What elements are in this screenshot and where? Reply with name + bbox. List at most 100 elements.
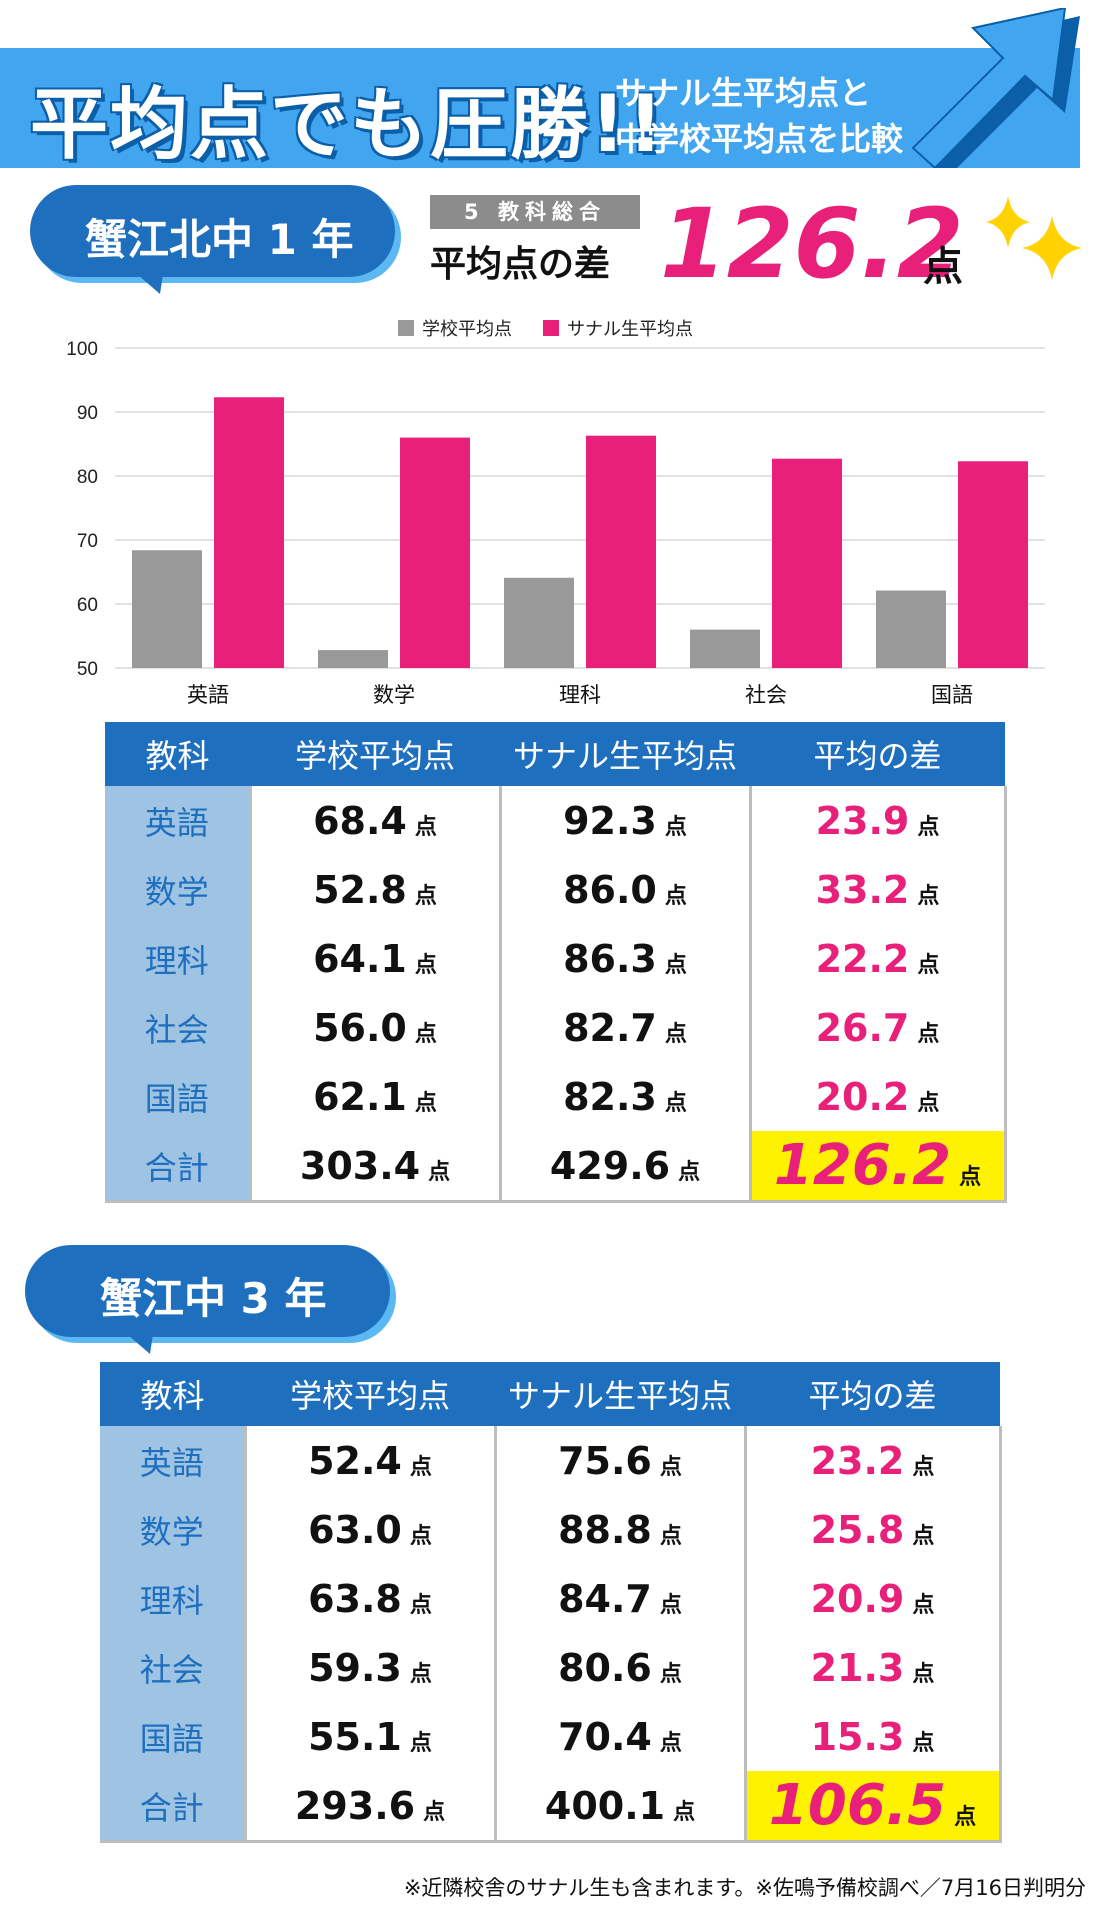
header-subject: 教科 — [100, 1362, 245, 1426]
unit-label: 点 — [659, 1661, 682, 1687]
cell-value: 75.6 — [558, 1438, 652, 1483]
cell-value: 20.9 — [810, 1576, 905, 1621]
pill-tail-icon — [130, 268, 164, 294]
legend-swatch — [543, 320, 559, 336]
cell-value: 20.2 — [815, 1074, 910, 1119]
sanaru-avg-cell: 84.7 点 — [493, 1564, 747, 1633]
diff-cell: 22.2 点 — [748, 924, 1007, 993]
unit-label: 点 — [959, 1165, 982, 1190]
unit-label: 点 — [409, 1592, 432, 1618]
cell-value: 英語 — [144, 803, 209, 842]
school-avg-bar — [690, 629, 760, 668]
cell-value: 52.8 — [313, 867, 407, 912]
unit-label: 点 — [664, 952, 687, 978]
y-tick-label: 60 — [77, 595, 98, 616]
cell-value: 国語 — [139, 1719, 204, 1758]
cell-value: 英語 — [139, 1443, 204, 1482]
sanaru-avg-cell: 70.4 点 — [493, 1702, 747, 1771]
summary-value: 126.2 — [660, 188, 964, 300]
cell-value: 303.4 — [299, 1143, 421, 1188]
subject-cell: 国語 — [100, 1702, 247, 1771]
cell-value: 23.9 — [815, 798, 910, 843]
unit-label: 点 — [917, 883, 940, 909]
cell-value: 92.3 — [563, 798, 657, 843]
unit-label: 点 — [409, 1661, 432, 1687]
sanaru-avg-cell: 88.8 点 — [493, 1495, 747, 1564]
sanaru-avg-bar — [586, 435, 656, 668]
cell-value: 64.1 — [313, 936, 407, 981]
sanaru-avg-cell: 82.3 点 — [498, 1062, 752, 1131]
cell-value: 84.7 — [558, 1576, 652, 1621]
chart-legend: 学校平均点 サナル生平均点 — [398, 319, 693, 340]
sanaru-avg-bar — [400, 437, 470, 668]
unit-label: 点 — [664, 814, 687, 840]
header-banner — [0, 48, 1080, 168]
unit-label: 点 — [912, 1592, 935, 1618]
page-subtitle: サナル生平均点と 中学校平均点を比較 — [615, 70, 903, 162]
header-diff: 平均の差 — [745, 1362, 1000, 1426]
section2-label: 蟹江中 3 年 — [100, 1274, 327, 1323]
sparkle-icon — [986, 196, 1082, 280]
unit-label: 点 — [414, 1090, 437, 1116]
cell-value: 293.6 — [294, 1783, 416, 1828]
cell-value: 23.2 — [810, 1438, 905, 1483]
score-table-1: 教科 学校平均点 サナル生平均点 平均の差 英語 68.4 点 92.3 点 23.9 点数… — [105, 722, 1007, 1203]
sanaru-avg-cell: 75.6 点 — [493, 1426, 747, 1495]
table-row: 国語 62.1 点 82.3 点 20.2 点 — [105, 1062, 1007, 1131]
unit-label: 点 — [414, 814, 437, 840]
score-table-2: 教科 学校平均点 サナル生平均点 平均の差 英語 52.4 点 75.6 点 23.2 点数… — [100, 1362, 1002, 1843]
cell-value: 68.4 — [313, 798, 407, 843]
cell-value: 59.3 — [308, 1645, 402, 1690]
cell-value: 55.1 — [308, 1714, 402, 1759]
unit-label: 点 — [678, 1159, 701, 1185]
x-tick-label: 数学 — [373, 683, 415, 707]
sanaru-avg-cell: 400.1 点 — [493, 1771, 747, 1843]
table-row: 社会 59.3 点 80.6 点 21.3 点 — [100, 1633, 1002, 1702]
unit-label: 点 — [917, 1021, 940, 1047]
unit-label: 点 — [414, 883, 437, 909]
school-avg-cell: 59.3 点 — [243, 1633, 497, 1702]
diff-cell: 23.2 点 — [743, 1426, 1002, 1495]
subject-cell: 国語 — [105, 1062, 252, 1131]
cell-value: 88.8 — [558, 1507, 652, 1552]
header-school-avg: 学校平均点 — [250, 722, 500, 786]
cell-value: 数学 — [144, 872, 209, 911]
school-avg-bar — [504, 577, 574, 668]
table-row: 社会 56.0 点 82.7 点 26.7 点 — [105, 993, 1007, 1062]
unit-label: 点 — [664, 1021, 687, 1047]
summary-unit: 点 — [923, 244, 963, 290]
header-school-avg: 学校平均点 — [245, 1362, 495, 1426]
unit-label: 点 — [659, 1730, 682, 1756]
sanaru-avg-cell: 86.0 点 — [498, 855, 752, 924]
cell-value: 86.0 — [563, 867, 657, 912]
subject-cell: 数学 — [105, 855, 252, 924]
cell-value: 429.6 — [549, 1143, 671, 1188]
x-tick-label: 社会 — [745, 683, 787, 707]
unit-label: 点 — [414, 952, 437, 978]
sanaru-avg-cell: 82.7 点 — [498, 993, 752, 1062]
cell-value: 社会 — [139, 1650, 204, 1689]
school-avg-bar — [132, 550, 202, 668]
sanaru-avg-bar — [214, 397, 284, 668]
x-tick-label: 理科 — [559, 683, 601, 707]
sanaru-avg-cell: 86.3 点 — [498, 924, 752, 993]
table-row: 英語 68.4 点 92.3 点 23.9 点 — [105, 786, 1007, 855]
total-diff-cell: 106.5 点 — [743, 1771, 1002, 1843]
school-avg-cell: 68.4 点 — [248, 786, 502, 855]
school-avg-cell: 52.4 点 — [243, 1426, 497, 1495]
sanaru-avg-cell: 80.6 点 — [493, 1633, 747, 1702]
school-avg-cell: 55.1 点 — [243, 1702, 497, 1771]
cell-value: 63.8 — [308, 1576, 402, 1621]
diff-cell: 26.7 点 — [748, 993, 1007, 1062]
subject-cell: 数学 — [100, 1495, 247, 1564]
diff-cell: 33.2 点 — [748, 855, 1007, 924]
diff-cell: 20.9 点 — [743, 1564, 1002, 1633]
diff-cell: 15.3 点 — [743, 1702, 1002, 1771]
unit-label: 点 — [917, 1090, 940, 1116]
school-avg-cell: 63.8 点 — [243, 1564, 497, 1633]
unit-label: 点 — [664, 1090, 687, 1116]
cell-value: 数学 — [139, 1512, 204, 1551]
subtitle-line-2: 中学校平均点を比較 — [615, 120, 904, 158]
legend-label: 学校平均点 — [422, 319, 512, 340]
bar-chart: 学校平均点 サナル生平均点 50 60 70 80 90 100 英語 数学 理科 社会 国語 — [66, 319, 1045, 707]
